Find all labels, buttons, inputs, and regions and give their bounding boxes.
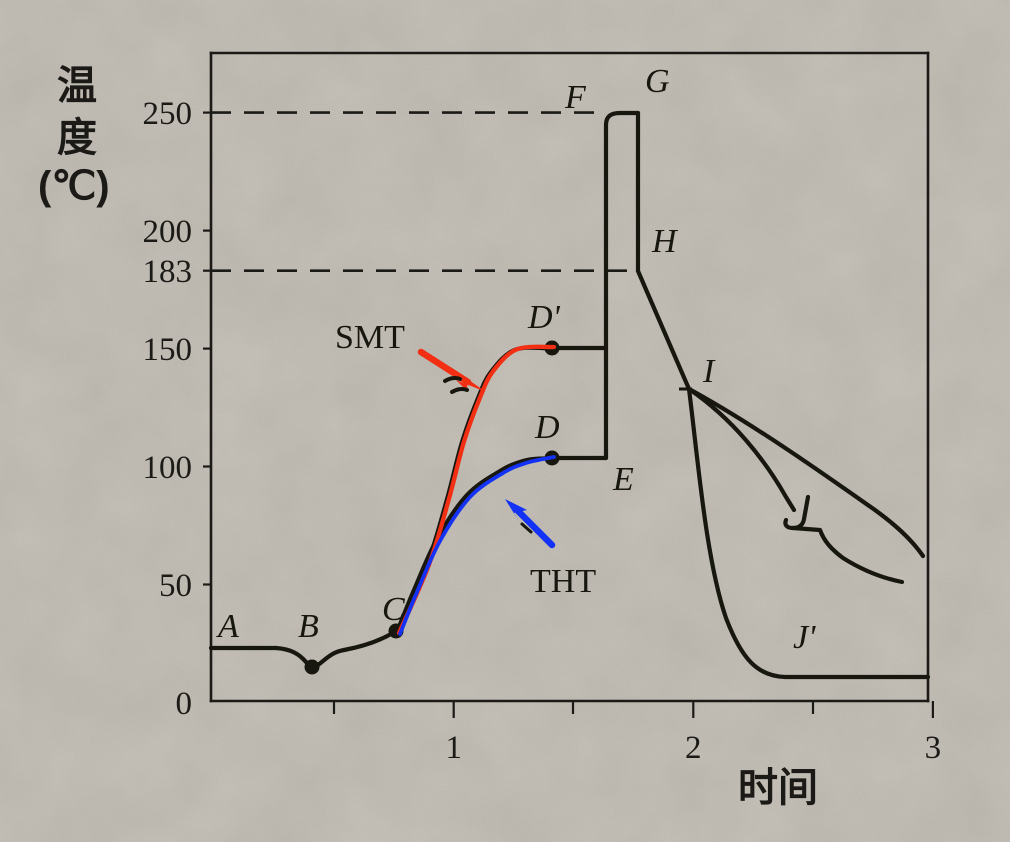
svg-text:3: 3: [925, 730, 942, 766]
svg-text:150: 150: [143, 332, 193, 368]
svg-text:G: G: [645, 63, 670, 100]
svg-text:100: 100: [143, 450, 193, 486]
svg-text:B: B: [298, 608, 319, 645]
svg-text:0: 0: [176, 686, 193, 722]
svg-text:2: 2: [685, 730, 702, 766]
svg-text:D: D: [534, 409, 560, 446]
svg-text:度: 度: [57, 116, 97, 160]
svg-text:183: 183: [143, 254, 193, 290]
svg-text:I: I: [702, 353, 716, 390]
svg-text:时间: 时间: [738, 766, 818, 810]
svg-text:(℃): (℃): [38, 164, 110, 208]
svg-text:H: H: [651, 223, 679, 260]
svg-text:250: 250: [143, 96, 193, 132]
svg-text:200: 200: [143, 214, 193, 250]
svg-text:D': D': [527, 299, 561, 336]
svg-text:SMT: SMT: [335, 319, 405, 356]
svg-text:F: F: [564, 79, 587, 116]
svg-text:1: 1: [445, 730, 462, 766]
svg-text:温: 温: [57, 64, 97, 108]
svg-text:E: E: [612, 461, 634, 498]
svg-text:THT: THT: [530, 563, 596, 600]
svg-text:J': J': [793, 619, 816, 656]
svg-text:A: A: [216, 608, 239, 645]
svg-text:50: 50: [159, 568, 192, 604]
